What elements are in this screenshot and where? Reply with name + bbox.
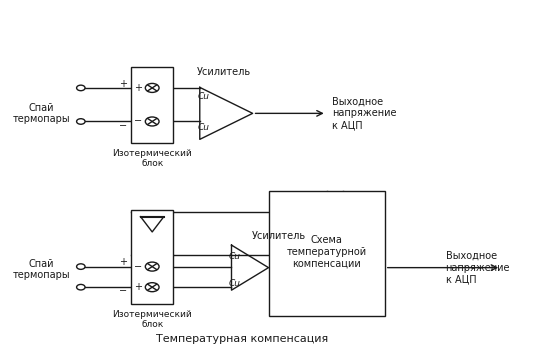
Text: +: + xyxy=(119,257,127,267)
Text: −: − xyxy=(119,121,127,131)
Text: Схема
температурной
компенсации: Схема температурной компенсации xyxy=(287,235,367,269)
Bar xyxy=(131,211,173,304)
Circle shape xyxy=(146,83,159,92)
Text: Изотермический
блок: Изотермический блок xyxy=(112,310,192,329)
Text: +: + xyxy=(134,83,142,93)
Text: Температурная компенсация: Температурная компенсация xyxy=(156,334,328,344)
Text: Cu: Cu xyxy=(197,92,209,100)
Bar xyxy=(131,67,173,143)
Text: Cu: Cu xyxy=(197,123,209,132)
Text: Усилитель: Усилитель xyxy=(251,231,306,241)
Text: +: + xyxy=(134,282,142,292)
Circle shape xyxy=(77,85,85,91)
Bar xyxy=(268,191,385,316)
Text: Усилитель: Усилитель xyxy=(197,67,251,77)
Text: −: − xyxy=(134,262,142,272)
Text: Спай
термопары: Спай термопары xyxy=(12,258,70,280)
Text: +: + xyxy=(119,79,127,89)
Text: −: − xyxy=(119,286,127,296)
Text: Спай
термопары: Спай термопары xyxy=(12,103,70,124)
Text: −: − xyxy=(134,116,142,126)
Circle shape xyxy=(77,119,85,124)
Circle shape xyxy=(146,283,159,292)
Circle shape xyxy=(146,117,159,126)
Text: Cu: Cu xyxy=(229,252,241,261)
Text: Выходное
напряжение
к АЦП: Выходное напряжение к АЦП xyxy=(446,251,510,284)
Circle shape xyxy=(146,262,159,271)
Circle shape xyxy=(77,284,85,290)
Text: Cu: Cu xyxy=(229,279,241,288)
Text: Выходное
напряжение
к АЦП: Выходное напряжение к АЦП xyxy=(332,97,396,130)
Circle shape xyxy=(77,264,85,269)
Text: Изотермический
блок: Изотермический блок xyxy=(112,149,192,168)
